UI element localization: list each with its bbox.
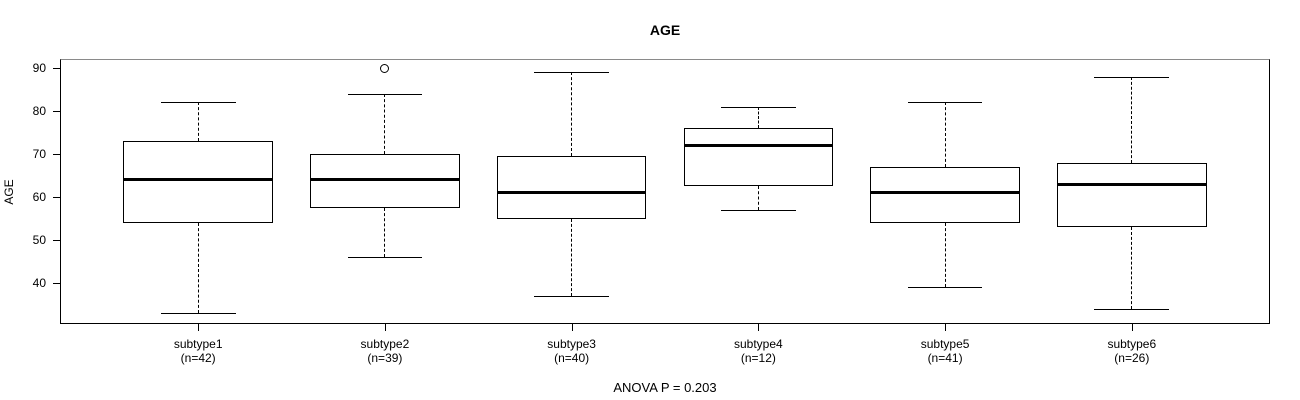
group-count-label: (n=12) bbox=[740, 351, 776, 365]
y-tick-label: 90 bbox=[32, 61, 46, 76]
box-subtype6 bbox=[1057, 162, 1207, 228]
whisker-lower-line bbox=[197, 222, 199, 314]
y-axis-tick bbox=[53, 197, 60, 199]
x-axis-label-subtype1: subtype1 (n=42) bbox=[105, 337, 291, 365]
group-count-label: (n=39) bbox=[367, 351, 403, 365]
median-subtype2 bbox=[310, 178, 460, 182]
whisker-upper-cap bbox=[721, 106, 796, 108]
x-axis-tick bbox=[1131, 324, 1133, 331]
group-count-label: (n=40) bbox=[554, 351, 590, 365]
y-axis-tick bbox=[53, 111, 60, 113]
whisker-lower-line bbox=[1131, 227, 1133, 309]
outlier-point bbox=[380, 63, 390, 73]
whisker-upper-line bbox=[571, 72, 573, 157]
group-count-label: (n=26) bbox=[1114, 351, 1150, 365]
whisker-upper-cap bbox=[160, 102, 236, 104]
group-label: subtype5 bbox=[920, 337, 970, 351]
anova-annotation: ANOVA P = 0.203 bbox=[613, 380, 717, 395]
x-axis-label-subtype6: subtype6 (n=26) bbox=[1039, 337, 1225, 365]
whisker-lower-cap bbox=[160, 313, 236, 315]
group-label: subtype1 bbox=[173, 337, 223, 351]
x-axis-label-subtype2: subtype2 (n=39) bbox=[292, 337, 478, 365]
box-subtype1 bbox=[123, 141, 273, 223]
whisker-lower-cap bbox=[347, 257, 423, 259]
box-subtype4 bbox=[683, 128, 834, 187]
whisker-lower-cap bbox=[907, 287, 983, 289]
median-subtype5 bbox=[870, 191, 1020, 195]
y-axis-tick bbox=[53, 240, 60, 242]
y-axis-tick bbox=[53, 68, 60, 70]
y-tick-label: 70 bbox=[32, 147, 46, 162]
y-tick-label: 40 bbox=[32, 276, 46, 291]
whisker-upper-cap bbox=[1094, 76, 1170, 78]
whisker-lower-line bbox=[757, 186, 759, 210]
x-axis-tick bbox=[571, 324, 573, 331]
median-subtype6 bbox=[1057, 182, 1207, 186]
whisker-lower-line bbox=[571, 218, 573, 297]
group-label: subtype3 bbox=[547, 337, 596, 351]
y-tick-label: 80 bbox=[32, 104, 46, 119]
group-count-label: (n=41) bbox=[927, 351, 963, 365]
median-subtype1 bbox=[123, 178, 273, 182]
x-axis-tick bbox=[758, 324, 760, 331]
whisker-upper-cap bbox=[907, 102, 983, 104]
y-axis-tick bbox=[53, 154, 60, 156]
chart-title: AGE bbox=[649, 22, 681, 38]
x-axis-tick bbox=[198, 324, 200, 331]
whisker-lower-line bbox=[384, 207, 386, 258]
whisker-lower-cap bbox=[1094, 308, 1170, 310]
group-label: subtype2 bbox=[360, 337, 410, 351]
whisker-lower-line bbox=[944, 222, 946, 288]
x-axis-label-subtype5: subtype5 (n=41) bbox=[852, 337, 1038, 365]
median-subtype4 bbox=[683, 143, 834, 147]
whisker-upper-line bbox=[384, 93, 386, 155]
y-axis-tick bbox=[53, 283, 60, 285]
median-subtype3 bbox=[496, 191, 647, 195]
x-axis-tick bbox=[945, 324, 947, 331]
x-axis-label-subtype4: subtype4 (n=12) bbox=[665, 337, 851, 365]
whisker-upper-cap bbox=[347, 93, 423, 95]
y-tick-label: 60 bbox=[32, 190, 46, 205]
y-tick-label: 50 bbox=[32, 233, 46, 248]
whisker-upper-line bbox=[757, 106, 759, 129]
whisker-upper-line bbox=[197, 102, 199, 142]
group-label: subtype4 bbox=[734, 337, 783, 351]
x-axis-label-subtype3: subtype3 (n=40) bbox=[479, 337, 665, 365]
whisker-lower-cap bbox=[534, 296, 609, 298]
box-subtype5 bbox=[870, 166, 1020, 223]
box-subtype3 bbox=[496, 156, 647, 219]
whisker-upper-line bbox=[944, 102, 946, 167]
whisker-lower-cap bbox=[721, 209, 796, 211]
group-count-label: (n=42) bbox=[180, 351, 216, 365]
group-label: subtype6 bbox=[1107, 337, 1157, 351]
whisker-upper-cap bbox=[534, 72, 609, 74]
x-axis-tick bbox=[384, 324, 386, 331]
whisker-upper-line bbox=[1131, 76, 1133, 163]
